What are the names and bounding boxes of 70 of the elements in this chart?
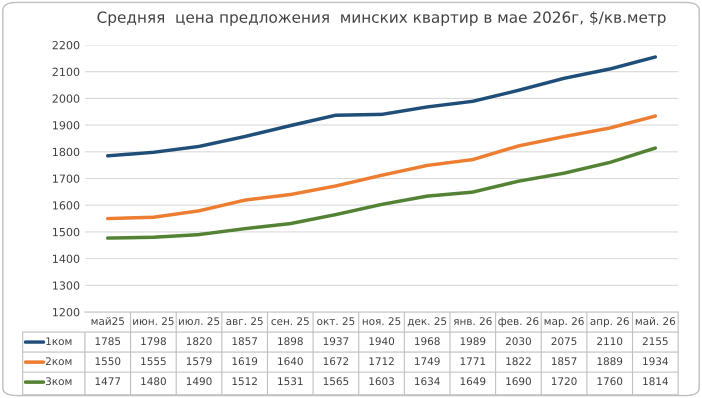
x-tick-label: фев. 26 <box>498 317 538 328</box>
y-tick-label: 2200 <box>52 40 80 50</box>
x-tick-label: май. 26 <box>636 317 676 326</box>
line-series <box>106 146 658 240</box>
data-label: 1579 <box>186 357 212 366</box>
data-label: 1937 <box>324 337 348 346</box>
y-tick-label: 2000 <box>52 94 80 103</box>
data-label: 1968 <box>415 337 440 346</box>
data-label: 2110 <box>597 337 622 346</box>
data-label: 1771 <box>460 357 486 365</box>
data-label: 2075 <box>552 337 576 346</box>
data-label: 1822 <box>506 357 531 366</box>
data-label: 1640 <box>278 357 303 366</box>
data-label: 1857 <box>232 337 258 346</box>
x-tick-label: авг. 25 <box>226 317 263 326</box>
data-label: 1798 <box>141 337 166 346</box>
chart-title: Средняя цена предложения минских квартир в мае 2026г, $/кв.метр <box>97 11 666 26</box>
data-label: 1760 <box>598 377 622 386</box>
data-label: 2030 <box>506 337 531 346</box>
data-label: 1512 <box>232 377 257 386</box>
data-label: 1619 <box>232 357 258 366</box>
x-tick-label: июн. 25 <box>133 317 174 326</box>
data-label: 1720 <box>552 377 577 386</box>
data-label: 1934 <box>643 357 668 366</box>
data-label: 1555 <box>141 357 166 366</box>
y-tick-label: 1300 <box>53 281 80 290</box>
line-series <box>106 114 658 220</box>
y-tick-label: 1900 <box>53 121 80 130</box>
x-tick-label: апр. 26 <box>590 317 629 328</box>
data-label: 1857 <box>552 357 576 366</box>
data-label: 1672 <box>324 357 348 366</box>
data-label: 2155 <box>642 337 668 346</box>
y-tick-label: 1500 <box>53 228 80 236</box>
data-label: 1889 <box>598 357 622 366</box>
data-label: 1603 <box>369 377 394 386</box>
data-label: 1690 <box>506 377 531 386</box>
y-tick-label: 1200 <box>53 308 80 316</box>
data-label: 1480 <box>141 377 166 386</box>
legend-label: 3ком <box>46 377 72 386</box>
data-label: 1649 <box>460 377 486 386</box>
x-tick-label: янв. 26 <box>454 317 492 326</box>
x-tick-label: ноя. 25 <box>362 317 400 326</box>
data-label: 1989 <box>460 337 486 346</box>
data-label: 1531 <box>278 377 303 386</box>
y-tick-label: 1400 <box>53 254 80 263</box>
x-tick-label: окт. 25 <box>317 317 354 326</box>
y-tick-label: 1600 <box>53 201 80 210</box>
data-label: 1785 <box>96 337 120 346</box>
x-tick-label: сен. 25 <box>271 317 309 326</box>
x-tick-label: мар. 26 <box>544 317 584 328</box>
legend-label: 1ком <box>46 337 72 346</box>
data-label: 1940 <box>369 337 394 346</box>
data-label: 1820 <box>186 337 212 346</box>
data-label: 1749 <box>415 357 440 366</box>
data-label: 1814 <box>643 377 668 386</box>
line-series <box>106 55 658 158</box>
x-tick-label: июл. 25 <box>178 317 220 326</box>
y-tick-label: 1800 <box>53 148 80 156</box>
data-label: 1565 <box>324 377 348 386</box>
data-label: 1634 <box>415 377 440 386</box>
data-label: 1490 <box>186 377 212 386</box>
x-tick-label: май25 <box>92 317 124 326</box>
y-tick-label: 1700 <box>53 174 80 183</box>
x-tick-label: дек. 25 <box>408 317 446 326</box>
data-label: 1898 <box>278 337 303 346</box>
data-label: 1477 <box>96 377 120 386</box>
data-label: 1550 <box>96 357 120 366</box>
y-tick-label: 2100 <box>52 68 80 76</box>
legend-label: 2ком <box>46 357 72 366</box>
data-label: 1712 <box>369 357 394 365</box>
